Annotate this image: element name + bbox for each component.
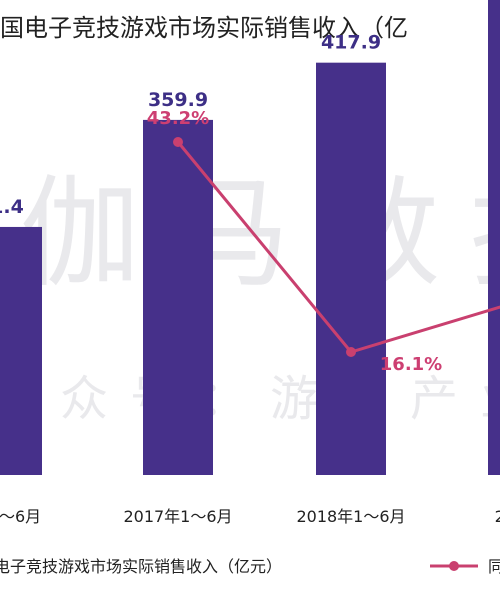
bar	[316, 62, 386, 476]
bar	[0, 226, 42, 475]
watermark-small-text: 公众号：游戏产业	[0, 371, 500, 427]
bar-series	[0, 0, 500, 476]
bar	[488, 0, 500, 476]
legend: 电子竞技游戏市场实际销售收入（亿元） 同	[0, 557, 500, 576]
line-point	[173, 137, 183, 147]
x-tick-label: 2018年1～6月	[296, 507, 405, 526]
watermark: 伽马数据公众号：游戏产业	[0, 165, 500, 427]
line-data-label: 16.1%	[380, 354, 442, 375]
bar-data-label: 359.9	[148, 89, 208, 111]
legend-line-marker	[449, 561, 459, 571]
bar	[143, 119, 213, 475]
x-tick-label: 2019年	[495, 507, 500, 526]
line-series	[173, 137, 500, 357]
line-data-label: 43.2%	[147, 108, 209, 129]
x-axis-ticks: 年1～6月 2017年1～6月 2018年1～6月 2019年	[0, 507, 500, 526]
bar-data-label: 1.4	[0, 196, 24, 218]
x-tick-label: 年1～6月	[0, 507, 41, 526]
x-tick-label: 2017年1～6月	[123, 507, 232, 526]
watermark-large-text: 伽马数据	[20, 165, 500, 304]
legend-bar-label: 电子竞技游戏市场实际销售收入（亿元）	[0, 557, 282, 576]
line-point	[346, 347, 356, 357]
chart-title: 国电子竞技游戏市场实际销售收入（亿	[0, 14, 408, 42]
legend-line-label: 同	[488, 557, 500, 576]
bar-data-label: 417.9	[321, 32, 381, 54]
